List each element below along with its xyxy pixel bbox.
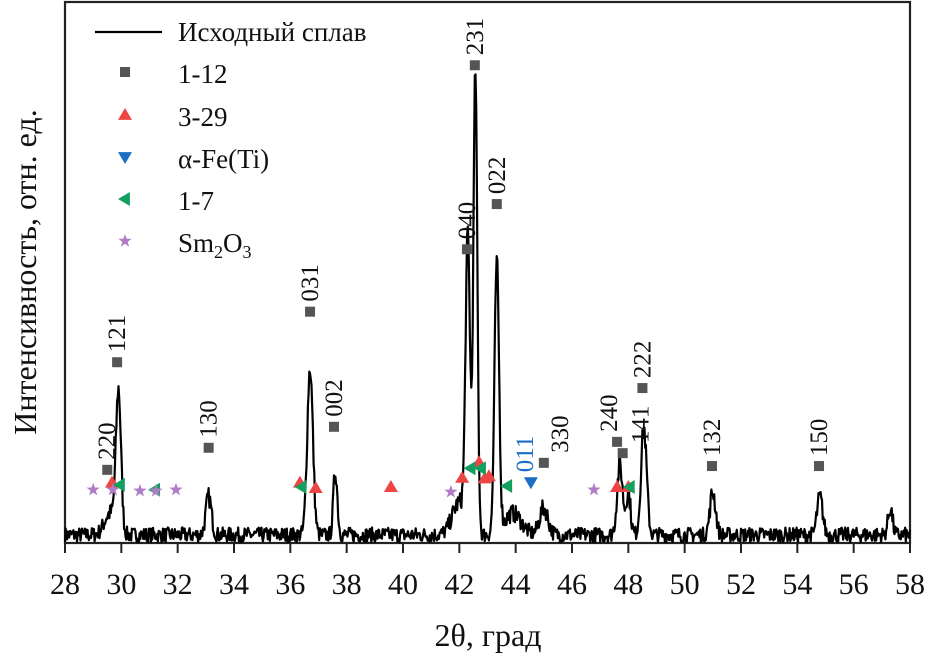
legend-label-alpha-fe-ti: α-Fe(Ti) xyxy=(178,144,269,174)
marker-triangle-up xyxy=(481,469,496,482)
hkl-label: 141 xyxy=(628,406,655,444)
hkl-label: 220 xyxy=(94,422,121,460)
x-tick-label: 42 xyxy=(444,568,474,601)
legend-label-1-12: 1-12 xyxy=(178,59,228,89)
x-axis-ticks: 28 30 32 34 36 38 40 42 44 46 48 50 52 54 56 58 xyxy=(50,543,925,601)
marker-square xyxy=(461,244,472,255)
marker-square xyxy=(328,421,339,432)
diffraction-curve xyxy=(63,73,912,544)
hkl-label: 150 xyxy=(806,419,833,457)
x-tick-label: 30 xyxy=(106,568,136,601)
marker-star xyxy=(133,483,147,497)
marker-square xyxy=(706,461,717,472)
legend-marker-star xyxy=(118,234,132,247)
marker-square xyxy=(102,464,113,475)
marker-triangle-left xyxy=(500,478,513,493)
hkl-label: 130 xyxy=(196,400,223,438)
hkl-label: 121 xyxy=(104,315,131,353)
marker-triangle-down xyxy=(523,477,538,490)
marker-square xyxy=(637,383,648,394)
marker-triangle-left xyxy=(463,461,476,476)
marker-triangle-left xyxy=(474,461,486,476)
marker-square xyxy=(203,442,214,453)
marker-square xyxy=(612,436,623,447)
hkl-label: 231 xyxy=(462,18,489,56)
plot-border xyxy=(63,0,912,545)
x-tick-label: 28 xyxy=(50,568,80,601)
marker-triangle-up xyxy=(383,480,398,492)
marker-square xyxy=(814,461,825,472)
marker-star xyxy=(106,482,120,496)
marker-triangle-left xyxy=(622,480,635,495)
marker-triangle-up xyxy=(308,481,323,494)
marker-square xyxy=(469,60,480,71)
marker-square xyxy=(305,306,316,317)
y-axis-title: Интенсивность, отн. ед. xyxy=(7,109,43,434)
x-axis-title: 2θ, град xyxy=(435,617,542,653)
hkl-label: 330 xyxy=(547,415,574,453)
phase-markers: 220 121 130 031 002 040 231 022 330 240 141 222 132 1… xyxy=(86,18,833,498)
hkl-label: 002 xyxy=(321,379,348,417)
x-tick-label: 40 xyxy=(388,568,418,601)
curve-line xyxy=(63,73,912,544)
marker-star xyxy=(587,482,601,496)
legend-marker-triangle-left xyxy=(118,192,130,206)
x-tick-label: 32 xyxy=(163,568,193,601)
hkl-label: 011 xyxy=(512,436,539,473)
legend-marker-triangle-down xyxy=(118,152,132,164)
marker-star xyxy=(169,482,183,496)
x-tick-label: 50 xyxy=(670,568,700,601)
marker-star xyxy=(149,483,163,497)
plot-frame xyxy=(63,0,912,545)
legend-label-3-29: 3-29 xyxy=(178,102,228,132)
legend-marker-square xyxy=(120,67,130,77)
marker-square xyxy=(491,199,502,210)
marker-square xyxy=(112,357,123,368)
legend: Исходный сплав 1-12 3-29 α-Fe(Ti) 1-7 Sm… xyxy=(95,17,367,262)
marker-triangle-left xyxy=(112,477,125,492)
legend-label-curve: Исходный сплав xyxy=(178,17,367,47)
x-tick-label: 52 xyxy=(726,568,756,601)
x-tick-label: 44 xyxy=(501,568,531,601)
legend-marker-triangle-up xyxy=(118,108,132,120)
hkl-label: 240 xyxy=(596,394,623,432)
x-tick-label: 36 xyxy=(275,568,305,601)
hkl-label: 031 xyxy=(297,264,324,302)
hkl-label: 022 xyxy=(484,157,511,195)
x-tick-label: 56 xyxy=(839,568,869,601)
marker-triangle-left xyxy=(294,480,307,495)
marker-star xyxy=(86,482,100,496)
marker-triangle-up xyxy=(455,470,470,483)
marker-triangle-up xyxy=(610,480,625,492)
x-tick-label: 46 xyxy=(557,568,587,601)
x-tick-label: 38 xyxy=(332,568,362,601)
x-tick-label: 48 xyxy=(613,568,643,601)
x-tick-label: 54 xyxy=(782,568,812,601)
x-tick-label: 34 xyxy=(219,568,249,601)
legend-label-sm2o3: Sm2O3 xyxy=(178,228,252,262)
marker-square xyxy=(617,448,628,459)
marker-star xyxy=(444,484,458,498)
hkl-label: 132 xyxy=(699,419,726,457)
hkl-label: 040 xyxy=(454,202,481,240)
hkl-label: 222 xyxy=(629,341,656,379)
x-tick-label: 58 xyxy=(895,568,925,601)
legend-label-1-7: 1-7 xyxy=(178,186,214,216)
marker-square xyxy=(538,457,549,468)
